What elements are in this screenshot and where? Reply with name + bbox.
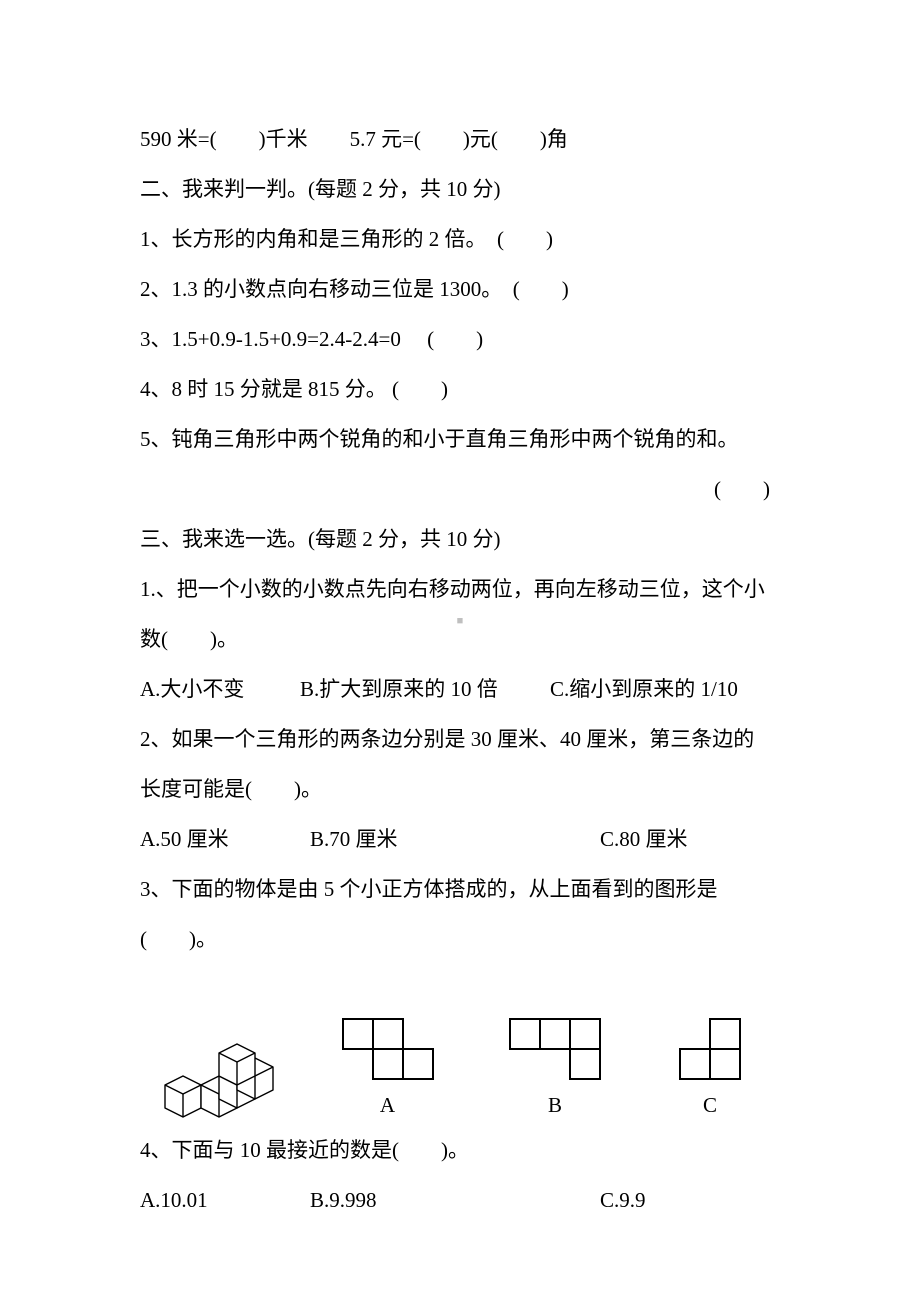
s3-q1-optA: A.大小不变 bbox=[140, 665, 300, 715]
s3-q2-options: A.50 厘米 B.70 厘米 C.80 厘米 bbox=[140, 815, 780, 865]
option-b-label: B bbox=[548, 1093, 562, 1118]
section3-header: 三、我来选一选。(每题 2 分，共 10 分) bbox=[140, 515, 780, 565]
s3-q3-figures: A B C bbox=[140, 988, 780, 1118]
s3-q1-options: A.大小不变 B.扩大到原来的 10 倍 C.缩小到原来的 1/10 bbox=[140, 665, 780, 715]
s3-q1-optC: C.缩小到原来的 1/10 bbox=[550, 665, 780, 715]
s3-q2-optA: A.50 厘米 bbox=[140, 815, 310, 865]
s3-q2-optB: B.70 厘米 bbox=[310, 815, 600, 865]
option-a-label: A bbox=[380, 1093, 395, 1118]
s3-q4-options: A.10.01 B.9.998 C.9.9 bbox=[140, 1176, 780, 1226]
section2-header: 二、我来判一判。(每题 2 分，共 10 分) bbox=[140, 165, 780, 215]
s3-q4-optB: B.9.998 bbox=[310, 1176, 600, 1226]
s3-q2-line1: 2、如果一个三角形的两条边分别是 30 厘米、40 厘米，第三条边的 bbox=[140, 715, 780, 765]
cube-figure bbox=[140, 1023, 305, 1118]
page-marker: ■ bbox=[457, 615, 464, 627]
s2-q1: 1、长方形的内角和是三角形的 2 倍。 ( ) bbox=[140, 215, 780, 265]
option-b-svg bbox=[505, 1015, 605, 1083]
document-page: 590 米=( )千米 5.7 元=( )元( )角 二、我来判一判。(每题 2… bbox=[0, 0, 920, 1226]
option-b-figure: B bbox=[470, 1015, 640, 1118]
s3-q4-optA: A.10.01 bbox=[140, 1176, 310, 1226]
option-c-label: C bbox=[703, 1093, 717, 1118]
s3-q2-optC: C.80 厘米 bbox=[600, 815, 688, 865]
option-a-figure: A bbox=[305, 1015, 470, 1118]
s2-q2: 2、1.3 的小数点向右移动三位是 1300。 ( ) bbox=[140, 265, 780, 315]
conversion-line: 590 米=( )千米 5.7 元=( )元( )角 bbox=[140, 115, 780, 165]
option-c-svg bbox=[675, 1015, 745, 1083]
s3-q1-optB: B.扩大到原来的 10 倍 bbox=[300, 665, 550, 715]
s3-q3-line1: 3、下面的物体是由 5 个小正方体搭成的，从上面看到的图形是 bbox=[140, 865, 780, 915]
s2-q4: 4、8 时 15 分就是 815 分。 ( ) bbox=[140, 365, 780, 415]
s2-q5-blank: ( ) bbox=[140, 465, 780, 515]
s3-q1-line1: 1.、把一个小数的小数点先向右移动两位，再向左移动三位，这个小 bbox=[140, 565, 780, 615]
s3-q2-line2: 长度可能是( )。 bbox=[140, 765, 780, 815]
s2-q3: 3、1.5+0.9-1.5+0.9=2.4-2.4=0 ( ) bbox=[140, 315, 780, 365]
option-c-figure: C bbox=[640, 1015, 780, 1118]
s3-q3-line2: ( )。 bbox=[140, 915, 780, 965]
s3-q4-optC: C.9.9 bbox=[600, 1176, 646, 1226]
s2-q5: 5、钝角三角形中两个锐角的和小于直角三角形中两个锐角的和。 bbox=[140, 415, 780, 465]
s3-q4: 4、下面与 10 最接近的数是( )。 bbox=[140, 1126, 780, 1176]
cube-iso-svg bbox=[163, 1023, 283, 1118]
option-a-svg bbox=[338, 1015, 438, 1083]
